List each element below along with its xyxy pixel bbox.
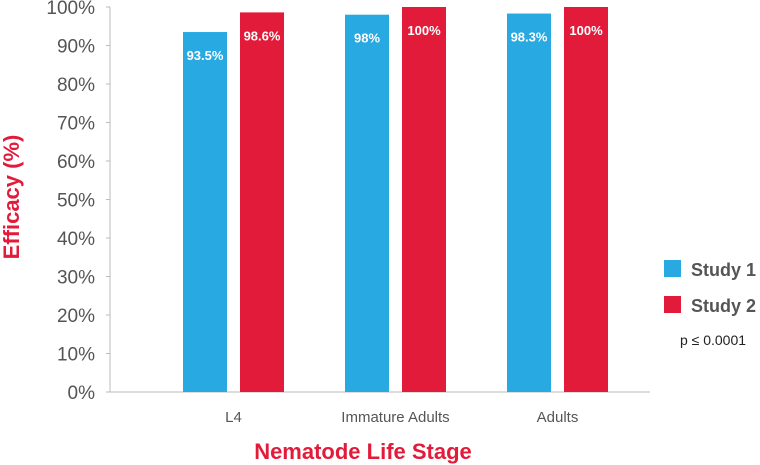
y-tick-label: 10% [57, 345, 95, 366]
data-label: 100% [407, 23, 441, 38]
y-tick-label: 30% [57, 268, 95, 289]
legend-label: Study 1 [691, 260, 756, 280]
data-label: 98.3% [511, 30, 548, 45]
y-tick-label: 50% [57, 191, 95, 212]
legend-swatch [664, 260, 681, 277]
legend: Study 1 Study 2 [664, 260, 756, 316]
bars-group: 93.5% 98.6% 98% 100% 98.3% 100% [183, 7, 608, 393]
bar-1 [183, 32, 227, 393]
bar-2 [402, 7, 446, 392]
x-tick-label: Adults [537, 409, 579, 426]
y-tick-label: 60% [57, 152, 95, 173]
y-tick-label: 20% [57, 306, 95, 327]
data-label: 98% [354, 31, 380, 46]
data-label: 100% [569, 23, 603, 38]
legend-label: Study 2 [691, 296, 756, 316]
y-tick-label: 100% [46, 0, 95, 19]
bar-2 [240, 12, 284, 392]
x-tick-label: L4 [225, 409, 242, 426]
y-tick-label: 70% [57, 114, 95, 135]
x-axis-categories: L4 Immature Adults Adults [225, 409, 578, 426]
p-value-note: p ≤ 0.0001 [680, 332, 746, 348]
legend-swatch [664, 296, 681, 313]
data-label: 98.6% [244, 28, 281, 43]
y-tick-label: 0% [68, 383, 96, 404]
data-label: 93.5% [187, 48, 224, 63]
y-tick-label: 40% [57, 229, 95, 250]
x-tick-label: Immature Adults [341, 409, 449, 426]
y-axis-ticks: 0% 10% 20% 30% 40% 50% 60% 70% 80% 90% 100% [46, 0, 110, 404]
bar-2 [564, 7, 608, 392]
y-tick-label: 80% [57, 75, 95, 96]
x-axis-label: Nematode Life Stage [254, 439, 472, 464]
bar-1 [507, 13, 551, 392]
y-axis-label: Efficacy (%) [0, 135, 24, 260]
bar-1 [345, 14, 389, 392]
y-tick-label: 90% [57, 37, 95, 58]
